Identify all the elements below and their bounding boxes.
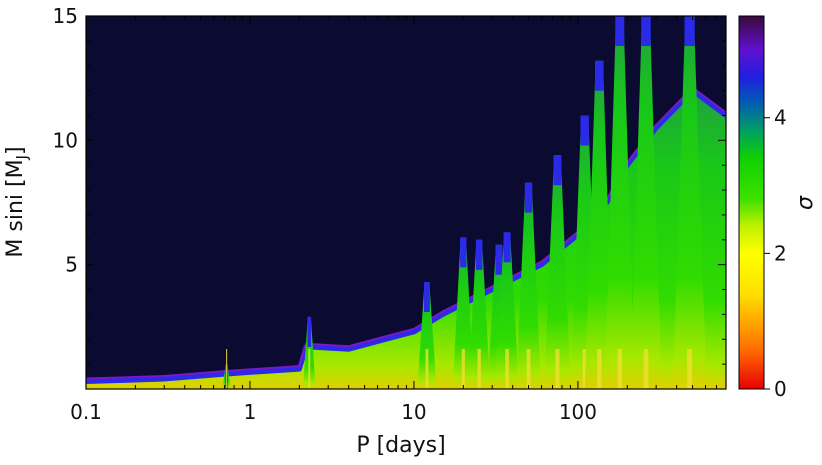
colorbar-label: σ (793, 195, 818, 210)
colorbar-tick-label: 2 (774, 241, 787, 265)
resonance-spike (544, 155, 571, 389)
colorbar-tick-label: 4 (774, 106, 787, 130)
resonance-spike (604, 16, 635, 389)
resonance-spike (452, 237, 474, 389)
y-axis: 5 10 15 (53, 4, 726, 365)
x-tick-label: 0.1 (70, 400, 102, 424)
resonance-spike (495, 232, 519, 389)
heatmap-layer (86, 16, 726, 389)
y-axis-label-subscript: J (13, 155, 31, 160)
colorbar-tick-label: 0 (774, 377, 787, 401)
resonance-spike (516, 182, 542, 389)
y-tick-label: 10 (53, 128, 78, 152)
x-tick-label: 1 (244, 400, 257, 424)
resonance-spike (468, 239, 491, 389)
y-axis-label-main: M sini [M (3, 159, 28, 257)
y-tick-label: 5 (65, 253, 78, 277)
y-axis-label: M sini [MJ] (3, 146, 31, 257)
y-axis-label-close: ] (3, 146, 28, 155)
resonance-spike (417, 282, 437, 389)
colorbar (738, 15, 765, 390)
x-tick-label: 10 (401, 400, 426, 424)
resonance-spike (584, 60, 614, 389)
resonance-spike (630, 16, 662, 389)
y-tick-label: 15 (53, 4, 78, 28)
resonance-spike (672, 16, 707, 389)
x-tick-label: 100 (559, 400, 597, 424)
x-axis: 0.1 1 10 100 (70, 16, 727, 424)
colorbar-axis: 0 2 4 (764, 106, 787, 401)
x-axis-label: P [days] (356, 433, 445, 458)
